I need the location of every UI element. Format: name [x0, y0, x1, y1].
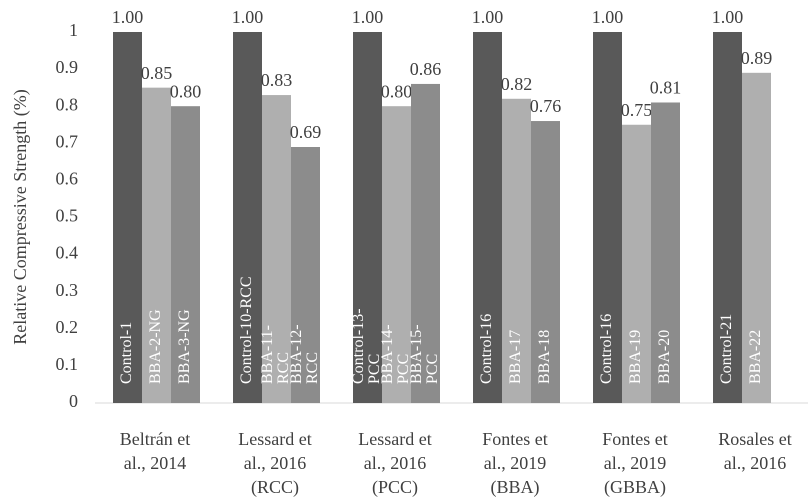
bar — [262, 95, 291, 403]
value-label: 0.83 — [261, 70, 293, 90]
value-label: 1.00 — [592, 7, 624, 27]
x-tick-label: Fontes et — [482, 429, 548, 449]
x-tick-label: al., 2016 — [244, 453, 307, 473]
value-label: 0.76 — [530, 96, 562, 116]
y-axis-label: Relative Compressive Strength (%) — [10, 89, 31, 344]
value-label: 0.82 — [501, 74, 533, 94]
x-tick-label: (BBA) — [491, 477, 540, 498]
y-tick-label: 0.7 — [56, 131, 79, 151]
bar-name: Control-16 — [598, 314, 615, 384]
x-tick-label: al., 2014 — [124, 453, 187, 473]
y-tick-label: 0.9 — [56, 57, 79, 77]
bar-name: BBA-19 — [627, 330, 644, 384]
x-tick-label: al., 2019 — [484, 453, 547, 473]
bar-name: RCC — [275, 352, 292, 384]
value-label: 1.00 — [352, 7, 384, 27]
bar-name: BBA-17 — [507, 330, 524, 384]
bar-name: PCC — [366, 354, 383, 384]
bar-name: BBA-3-NG — [176, 309, 193, 384]
x-tick-label: al., 2016 — [364, 453, 427, 473]
bar-name: BBA-15- — [408, 324, 425, 384]
x-tick-label: (RCC) — [251, 477, 299, 498]
value-label: 1.00 — [232, 7, 264, 27]
bar-name: Control-16 — [478, 314, 495, 384]
value-label: 0.89 — [741, 48, 773, 68]
bar — [142, 87, 171, 404]
y-tick-label: 0.4 — [56, 243, 79, 263]
x-tick-label: (PCC) — [372, 477, 418, 498]
bar — [411, 83, 440, 403]
bar — [593, 32, 622, 403]
x-tick-label: al., 2019 — [604, 453, 667, 473]
value-label: 1.00 — [112, 7, 144, 27]
bar — [531, 121, 560, 403]
bar-name: Control-13- — [350, 308, 367, 384]
y-tick-label: 0 — [69, 391, 78, 411]
bar-name: BBA-18 — [536, 330, 553, 384]
bar-name: BBA-14- — [379, 324, 396, 384]
bar-name: Control-1 — [118, 322, 135, 384]
x-tick-label: Beltrán et — [120, 429, 190, 449]
y-tick-label: 0.1 — [56, 354, 79, 374]
y-tick-label: 0.8 — [56, 94, 79, 114]
bar — [382, 106, 411, 403]
bar — [473, 32, 502, 403]
bar — [233, 32, 262, 403]
x-tick-label: Fontes et — [602, 429, 668, 449]
x-tick-label: Lessard et — [358, 429, 431, 449]
bar — [113, 32, 142, 403]
value-label: 0.69 — [290, 122, 322, 142]
bar-name: RCC — [304, 352, 321, 384]
y-tick-label: 0.5 — [56, 206, 79, 226]
x-tick-label: Lessard et — [238, 429, 311, 449]
bar — [651, 102, 680, 404]
bar-name: Control-10-RCC — [238, 276, 255, 384]
bar-name: BBA-2-NG — [147, 309, 164, 384]
y-tick-label: 0.6 — [56, 169, 79, 189]
x-tick-label: al., 2016 — [724, 453, 787, 473]
y-tick-label: 1 — [69, 20, 78, 40]
value-label: 0.86 — [410, 59, 442, 79]
bar-name: BBA-12- — [288, 324, 305, 384]
bar-name: PCC — [424, 354, 441, 384]
bar-name: BBA-22 — [747, 330, 764, 384]
x-tick-label: Rosales et — [718, 429, 792, 449]
bar-name: BBA-20 — [656, 330, 673, 384]
value-label: 1.00 — [472, 7, 504, 27]
bar — [171, 106, 200, 403]
bar — [622, 124, 651, 403]
y-tick-label: 0.2 — [56, 317, 79, 337]
bar — [713, 32, 742, 403]
value-label: 1.00 — [712, 7, 744, 27]
y-tick-label: 0.3 — [56, 280, 79, 300]
bar-name: BBA-11- — [259, 325, 276, 384]
bar-name: Control-21 — [718, 314, 735, 384]
bar — [502, 98, 531, 403]
bar — [353, 32, 382, 403]
bar-name: PCC — [395, 354, 412, 384]
value-label: 0.81 — [650, 78, 682, 98]
value-label: 0.75 — [621, 100, 653, 120]
value-label: 0.80 — [381, 81, 413, 101]
bar — [742, 72, 771, 403]
x-tick-label: (GBBA) — [604, 477, 666, 498]
value-label: 0.80 — [170, 81, 202, 101]
bar — [291, 147, 320, 403]
value-label: 0.85 — [141, 63, 173, 83]
